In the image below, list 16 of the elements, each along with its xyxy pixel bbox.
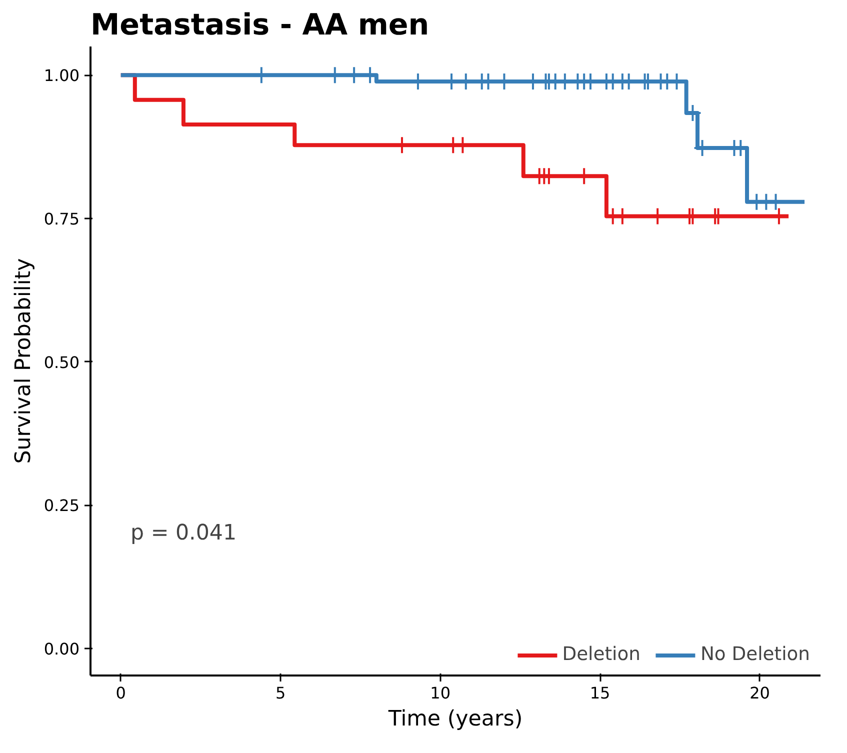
x-tick-label: 0 bbox=[116, 684, 126, 702]
y-tick-label: 1.00 bbox=[44, 66, 80, 86]
annotation: p = 0.041 bbox=[130, 520, 237, 546]
legend-label: Deletion bbox=[562, 644, 640, 665]
x-tick-label: 15 bbox=[590, 684, 610, 702]
y-tick-label: 0.25 bbox=[44, 496, 80, 516]
y-axis-title: Survival Probability bbox=[10, 258, 36, 464]
y-tick-label: 0.50 bbox=[44, 352, 80, 372]
x-tick-label: 5 bbox=[276, 684, 286, 702]
y-tick-label: 0.00 bbox=[44, 640, 80, 659]
y-tick-label: 0.75 bbox=[44, 210, 80, 229]
legend-label: No Deletion bbox=[700, 644, 810, 665]
x-tick-label: 10 bbox=[430, 684, 451, 702]
x-axis-title: Time (years) bbox=[387, 706, 523, 732]
chart-title: Metastasis - AA men bbox=[90, 8, 430, 42]
x-tick-label: 20 bbox=[750, 684, 770, 702]
